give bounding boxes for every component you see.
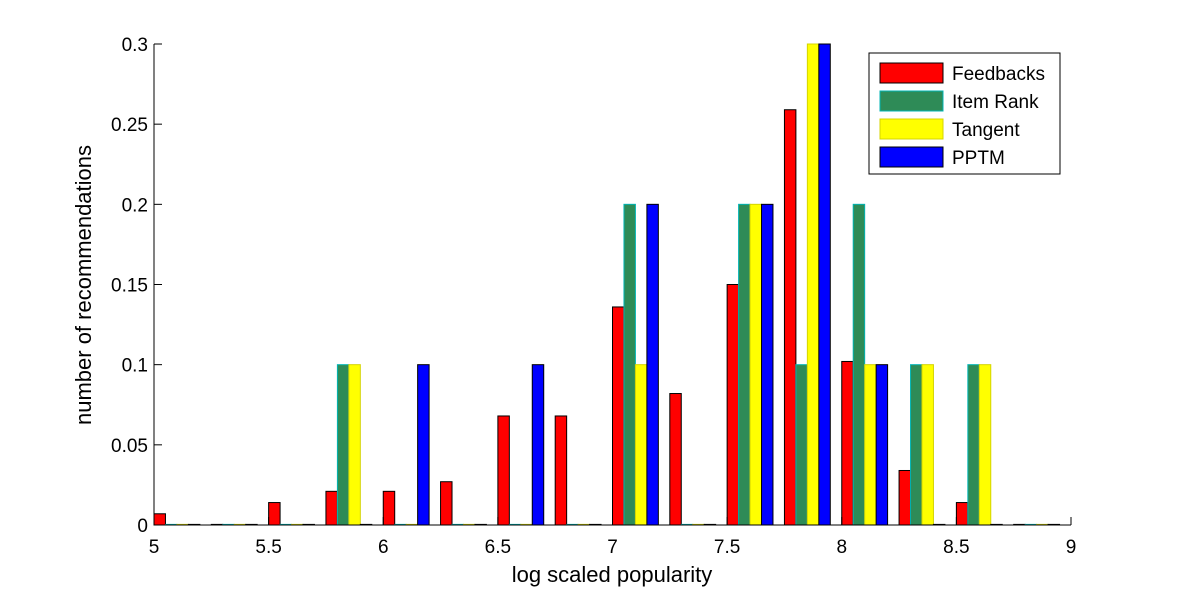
bar-feedbacks xyxy=(841,360,854,526)
bar-feedbacks xyxy=(325,490,338,526)
bar-feedbacks xyxy=(726,284,740,526)
x-axis-label: log scaled popularity xyxy=(512,562,713,587)
legend-label-tangent: Tangent xyxy=(952,120,1020,141)
bar-item-rank xyxy=(336,364,350,526)
legend-label-pptm: PPTM xyxy=(952,148,1005,169)
bar-pptm xyxy=(761,203,774,526)
bar-item-rank xyxy=(738,203,751,526)
legend-swatch-pptm xyxy=(879,146,944,168)
x-tick-label: 8 xyxy=(836,537,847,558)
x-tick-label: 8.5 xyxy=(943,537,969,558)
y-tick-label: 0.1 xyxy=(122,356,148,377)
x-ticks: 5 5.5 6 6.5 7 7.5 8 8.5 9 xyxy=(149,517,1077,558)
legend-swatch-item-rank xyxy=(879,90,944,112)
x-tick-label: 7 xyxy=(607,537,618,558)
legend-label-item-rank: Item Rank xyxy=(952,92,1039,113)
bar-tangent xyxy=(978,364,992,526)
x-tick-label: 5.5 xyxy=(255,537,281,558)
x-tick-label: 9 xyxy=(1066,537,1077,558)
bar-feedbacks xyxy=(440,481,453,526)
x-tick-label: 6 xyxy=(378,537,389,558)
bar-tangent xyxy=(348,364,361,526)
bars-layer xyxy=(153,43,1061,526)
y-tick-label: 0.15 xyxy=(111,276,148,297)
bar-item-rank xyxy=(910,364,923,526)
bar-tangent xyxy=(921,364,934,526)
y-tick-label: 0.2 xyxy=(122,195,148,216)
bar-pptm xyxy=(531,364,545,526)
legend: Feedbacks Item Rank Tangent PPTM xyxy=(868,52,1061,175)
bar-feedbacks xyxy=(497,415,510,526)
y-tick-label: 0.3 xyxy=(122,35,148,56)
y-tick-label: 0.05 xyxy=(111,436,148,457)
bar-tangent xyxy=(806,43,820,526)
bar-pptm xyxy=(646,203,659,526)
x-tick-label: 5 xyxy=(149,537,160,558)
y-ticks: 0 0.05 0.1 0.15 0.2 0.25 0.3 xyxy=(111,35,162,537)
bar-feedbacks xyxy=(783,109,797,526)
bar-feedbacks xyxy=(153,513,166,526)
bar-tangent xyxy=(864,364,877,526)
legend-swatch-feedbacks xyxy=(879,62,944,84)
bar-pptm xyxy=(818,43,831,526)
bar-feedbacks xyxy=(612,306,625,526)
bar-tangent xyxy=(749,203,763,526)
bar-tangent xyxy=(634,364,648,526)
bar-item-rank xyxy=(623,203,636,526)
x-tick-label: 7.5 xyxy=(714,537,740,558)
bar-feedbacks xyxy=(955,502,969,526)
bar-item-rank xyxy=(795,364,808,526)
bar-pptm xyxy=(875,364,889,526)
bar-item-rank xyxy=(852,203,866,526)
legend-label-feedbacks: Feedbacks xyxy=(952,64,1045,85)
bar-feedbacks xyxy=(268,502,281,526)
x-tick-label: 6.5 xyxy=(485,537,511,558)
y-tick-label: 0 xyxy=(137,516,148,537)
y-tick-label: 0.25 xyxy=(111,115,148,136)
bar-feedbacks xyxy=(898,469,912,526)
legend-swatch-tangent xyxy=(879,118,944,140)
y-axis-label: number of recommendations xyxy=(71,145,96,425)
bar-feedbacks xyxy=(382,490,396,526)
bar-item-rank xyxy=(967,364,980,526)
bar-feedbacks xyxy=(554,415,568,526)
bar-feedbacks xyxy=(669,393,682,526)
bar-pptm xyxy=(417,364,430,526)
